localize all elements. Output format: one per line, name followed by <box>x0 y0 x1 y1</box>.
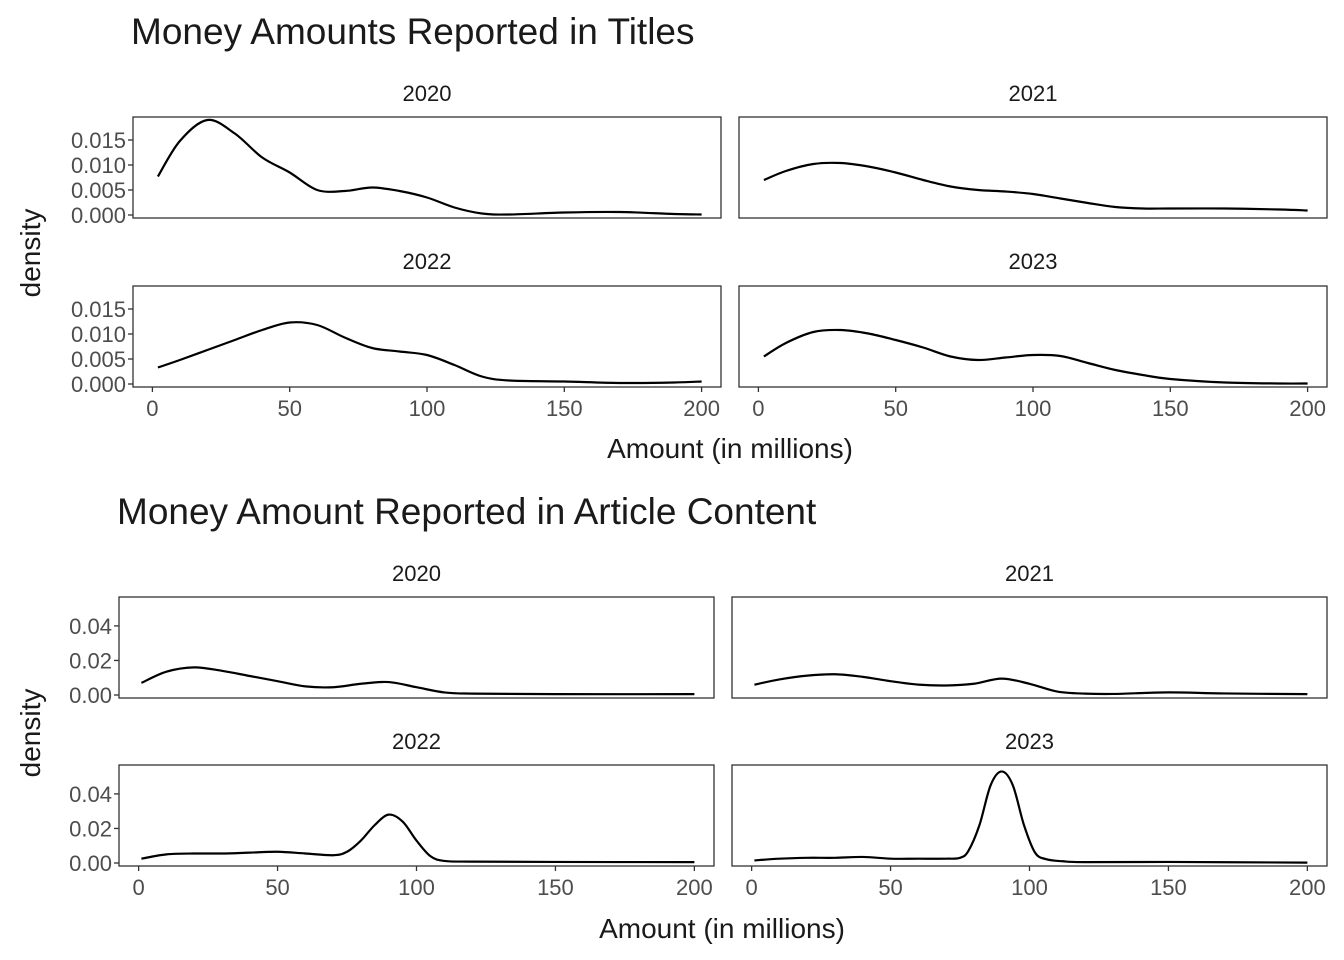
facet-strip-label: 2022 <box>392 729 441 754</box>
facet-strip-label: 2023 <box>1009 249 1058 274</box>
x-tick-label: 200 <box>683 396 720 421</box>
density-line-2022 <box>157 321 702 385</box>
x-tick-label: 200 <box>676 875 713 900</box>
panel-frame <box>738 285 1328 388</box>
facet-strip-label: 2021 <box>1005 561 1054 586</box>
x-tick-label: 100 <box>398 875 435 900</box>
y-tick-label: 0.010 <box>71 322 126 347</box>
density-line-2020 <box>140 666 695 696</box>
y-tick-label: 0.015 <box>71 297 126 322</box>
panel-frame <box>731 596 1328 699</box>
x-tick-label: 100 <box>1015 396 1052 421</box>
y-tick-label: 0.000 <box>71 203 126 228</box>
chart-title: Money Amount Reported in Article Content <box>117 491 817 532</box>
panel-frame <box>738 116 1328 219</box>
y-tick-label: 0.005 <box>71 347 126 372</box>
panel-frame <box>132 116 722 219</box>
x-tick-label: 50 <box>878 875 902 900</box>
y-tick-label: 0.00 <box>69 851 112 876</box>
x-tick-label: 0 <box>752 396 764 421</box>
panel-frame <box>731 764 1328 867</box>
facet-strip-label: 2021 <box>1009 81 1058 106</box>
density-line-2022 <box>141 813 695 864</box>
y-tick-label: 0.010 <box>71 153 126 178</box>
x-axis-label: Amount (in millions) <box>607 433 853 464</box>
x-tick-label: 150 <box>546 396 583 421</box>
y-axis-label: density <box>15 209 46 298</box>
panel-frame <box>132 285 722 388</box>
y-axis-label: density <box>15 689 46 778</box>
chart-title: Money Amounts Reported in Titles <box>131 11 695 52</box>
x-tick-label: 0 <box>146 396 158 421</box>
facet-strip-label: 2022 <box>403 249 452 274</box>
x-tick-label: 200 <box>1289 396 1326 421</box>
density-line-2023 <box>754 770 1308 864</box>
y-tick-label: 0.015 <box>71 128 126 153</box>
density-line-2021 <box>754 673 1308 696</box>
facet-strip-label: 2020 <box>403 81 452 106</box>
x-tick-label: 50 <box>265 875 289 900</box>
y-tick-label: 0.02 <box>69 648 112 673</box>
panel-frame <box>118 596 715 699</box>
y-tick-label: 0.04 <box>69 614 112 639</box>
panel-frame <box>118 764 715 867</box>
x-tick-label: 0 <box>746 875 758 900</box>
facet-strip-label: 2020 <box>392 561 441 586</box>
x-tick-label: 50 <box>277 396 301 421</box>
x-tick-label: 200 <box>1289 875 1326 900</box>
density-line-2023 <box>763 328 1308 385</box>
x-tick-label: 50 <box>883 396 907 421</box>
y-tick-label: 0.02 <box>69 816 112 841</box>
y-tick-label: 0.005 <box>71 178 126 203</box>
y-tick-label: 0.00 <box>69 683 112 708</box>
x-tick-label: 150 <box>537 875 574 900</box>
facet-strip-label: 2023 <box>1005 729 1054 754</box>
x-tick-label: 100 <box>409 396 446 421</box>
y-tick-label: 0.04 <box>69 782 112 807</box>
x-tick-label: 100 <box>1011 875 1048 900</box>
x-tick-label: 150 <box>1150 875 1187 900</box>
x-tick-label: 0 <box>133 875 145 900</box>
density-line-2021 <box>763 161 1308 212</box>
x-tick-label: 150 <box>1152 396 1189 421</box>
x-axis-label: Amount (in millions) <box>599 913 845 944</box>
y-tick-label: 0.000 <box>71 372 126 397</box>
density-line-2020 <box>156 118 702 216</box>
